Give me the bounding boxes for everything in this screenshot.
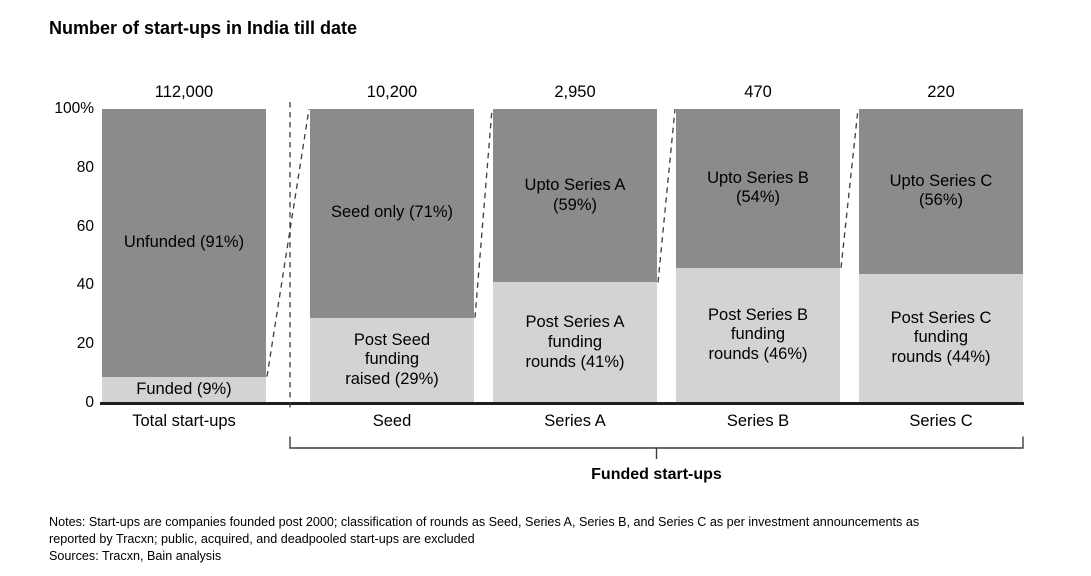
segment-label: Post Series C funding rounds (44%): [890, 308, 992, 367]
dashed-expansion-line: [840, 108, 859, 268]
dashed-expansion-line: [266, 108, 310, 377]
dashed-expansion-line: [657, 108, 676, 283]
segment-label: Unfunded (91%): [123, 232, 245, 251]
bar-total-label: 2,950: [554, 83, 596, 101]
y-axis-tick-label: 60: [76, 217, 94, 235]
bar-total-label: 10,200: [366, 83, 418, 101]
x-axis-category-label: Series B: [726, 412, 790, 430]
y-axis-tick-label: 0: [85, 394, 94, 411]
x-axis-category-label: Series C: [909, 412, 973, 430]
bar-segment-dark: Seed only (71%): [310, 109, 474, 318]
segment-label: Post Series B funding rounds (46%): [708, 305, 808, 364]
bar-segment-dark: Unfunded (91%): [102, 109, 266, 377]
notes-line-2: reported by Tracxn; public, acquired, an…: [49, 532, 475, 547]
bar-segment-dark: Upto Series B (54%): [676, 109, 840, 268]
segment-label: Post Seed funding raised (29%): [345, 330, 439, 389]
segment-label: Upto Series C (56%): [889, 171, 993, 210]
bar-segment-light: Post Series A funding rounds (41%): [493, 282, 657, 403]
bar-segment-light: Post Seed funding raised (29%): [310, 317, 474, 403]
bar-total-label: 220: [927, 83, 955, 101]
dashed-expansion-line: [474, 108, 493, 318]
segment-label: Upto Series B (54%): [707, 168, 809, 207]
bar-segment-light: Post Series B funding rounds (46%): [676, 267, 840, 403]
sources-line: Sources: Tracxn, Bain analysis: [49, 549, 222, 564]
bar-segment-light: Funded (9%): [102, 376, 266, 403]
x-axis-category-label: Total start-ups: [132, 412, 236, 430]
bar-segment-dark: Upto Series A (59%): [493, 109, 657, 283]
y-axis-tick-label: 100%: [54, 100, 94, 117]
y-axis-tick-label: 40: [76, 276, 94, 294]
chart-title: Number of start-ups in India till date: [49, 18, 358, 38]
y-axis-tick-label: 80: [76, 158, 94, 176]
segment-label: Upto Series A (59%): [524, 175, 626, 214]
funded-startups-label: Funded start-ups: [591, 466, 722, 483]
notes-line-1: Notes: Start-ups are companies founded p…: [49, 515, 920, 529]
segment-label: Post Series A funding rounds (41%): [525, 313, 625, 371]
bar-segment-dark: Upto Series C (56%): [859, 109, 1023, 274]
bar-total-label: 112,000: [154, 83, 214, 101]
segment-label: Funded (9%): [136, 379, 232, 398]
bar-total-label: 470: [744, 83, 772, 101]
x-axis-category-label: Series A: [544, 412, 606, 430]
notes-block: Notes: Start-ups are companies founded p…: [49, 514, 919, 566]
funded-startups-bracket: [289, 436, 1024, 459]
segment-label: Seed only (71%): [331, 203, 453, 222]
x-axis-line: [100, 402, 1024, 405]
y-axis-tick-label: 20: [76, 335, 94, 353]
x-axis-category-label: Seed: [372, 412, 412, 430]
bar-segment-light: Post Series C funding rounds (44%): [859, 273, 1023, 403]
